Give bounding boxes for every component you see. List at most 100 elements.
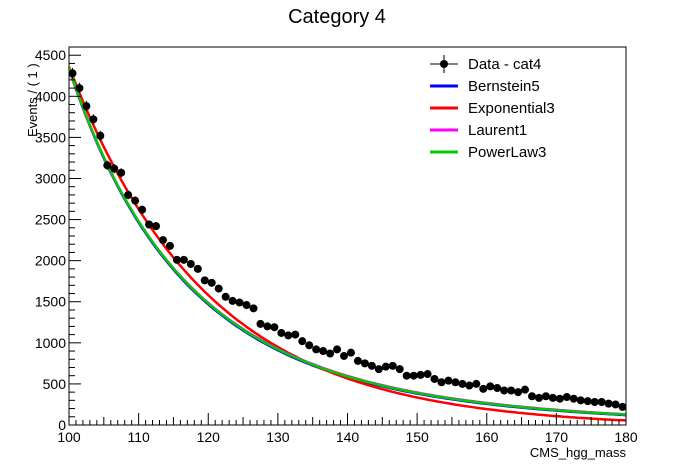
data-point (590, 397, 599, 406)
data-point (270, 323, 279, 332)
fit-curve-powerlaw3 (67, 67, 627, 416)
x-tick-label: 120 (197, 429, 221, 445)
x-tick-label: 140 (336, 429, 360, 445)
data-point (451, 378, 460, 387)
data-point (291, 330, 300, 339)
data-point (381, 362, 390, 371)
data-point (214, 284, 223, 293)
y-tick-label: 3500 (35, 129, 66, 145)
data-point (172, 255, 181, 264)
y-tick-label: 4500 (35, 47, 66, 63)
data-point (479, 384, 488, 393)
y-axis-ticks: 0 500 1000 1500 2000 2500 3000 3500 4000 4500 (35, 46, 81, 433)
data-point (604, 399, 613, 408)
data-point (534, 393, 543, 402)
y-tick-label: 4000 (35, 88, 66, 104)
data-point (96, 130, 105, 141)
legend-label: Bernstein5 (468, 78, 540, 95)
data-point (514, 388, 523, 397)
data-point (165, 241, 174, 250)
data-point (367, 361, 376, 370)
data-point (193, 264, 202, 273)
data-point (228, 296, 237, 305)
data-point (521, 385, 530, 394)
data-point (458, 379, 467, 388)
legend-item-data: Data - cat4 (430, 55, 541, 73)
x-tick-label: 100 (57, 429, 81, 445)
x-tick-label: 170 (545, 429, 569, 445)
data-point (548, 393, 557, 402)
data-point (618, 402, 627, 411)
data-point (576, 396, 585, 405)
data-point (131, 196, 140, 205)
chart-title: Category 4 (288, 6, 386, 28)
data-point (416, 370, 425, 379)
data-point (117, 168, 126, 178)
legend: Data - cat4 Bernstein5 Exponential3 Laurent… (430, 55, 555, 161)
data-point (89, 114, 98, 125)
y-tick-label: 0 (58, 417, 66, 433)
legend-item-bernstein5: Bernstein5 (430, 78, 540, 95)
data-point (235, 298, 244, 307)
data-point (437, 378, 446, 387)
legend-item-exponential3: Exponential3 (430, 100, 555, 117)
data-point (110, 164, 119, 174)
data-point (326, 349, 335, 358)
data-point (562, 393, 571, 402)
data-point (402, 371, 411, 380)
y-tick-label: 1500 (35, 294, 66, 310)
data-point (158, 236, 167, 245)
data-point (305, 341, 314, 350)
data-point (263, 322, 272, 331)
data-point (277, 328, 286, 337)
x-axis-title: CMS_hgg_mass (530, 445, 627, 460)
legend-item-powerlaw3: PowerLaw3 (430, 144, 546, 161)
data-point (465, 381, 474, 390)
legend-label: Laurent1 (468, 122, 527, 139)
y-tick-label: 2500 (35, 212, 66, 228)
data-point (541, 392, 550, 401)
data-point (493, 384, 502, 393)
x-tick-label: 110 (127, 429, 150, 445)
data-point (507, 386, 516, 395)
data-point (409, 371, 418, 380)
data-point (186, 259, 195, 268)
legend-label: PowerLaw3 (468, 144, 546, 161)
data-point (179, 255, 188, 264)
data-point (597, 397, 606, 406)
data-point (75, 82, 84, 94)
data-point (395, 365, 404, 374)
data-point (528, 392, 537, 401)
data-point (138, 205, 147, 214)
data-point (353, 356, 362, 365)
data-point (333, 345, 342, 354)
x-tick-label: 130 (266, 429, 290, 445)
data-point (124, 190, 133, 200)
data-point (312, 345, 321, 354)
x-axis-ticks: 100 110 120 130 140 150 160 170 180 (57, 413, 638, 445)
legend-label: Exponential3 (468, 100, 555, 117)
data-point (103, 160, 112, 170)
y-axis-title: Events / ( 1 ) (25, 63, 40, 137)
data-point (242, 301, 251, 310)
y-tick-label: 2000 (35, 253, 66, 269)
legend-label: Data - cat4 (468, 56, 541, 73)
data-point (319, 347, 328, 356)
data-point (221, 292, 230, 301)
data-point (374, 365, 383, 374)
data-point (145, 220, 154, 229)
data-point (388, 361, 397, 370)
data-point (423, 370, 432, 379)
y-tick-label: 3000 (35, 170, 66, 186)
data-point (583, 397, 592, 406)
data-point (555, 394, 564, 403)
data-point (207, 278, 216, 287)
x-tick-label: 180 (614, 429, 638, 445)
data-point (340, 351, 349, 360)
data-point (249, 304, 258, 313)
y-tick-label: 1000 (35, 335, 66, 351)
data-points (68, 67, 627, 411)
legend-item-laurent1: Laurent1 (430, 122, 527, 139)
